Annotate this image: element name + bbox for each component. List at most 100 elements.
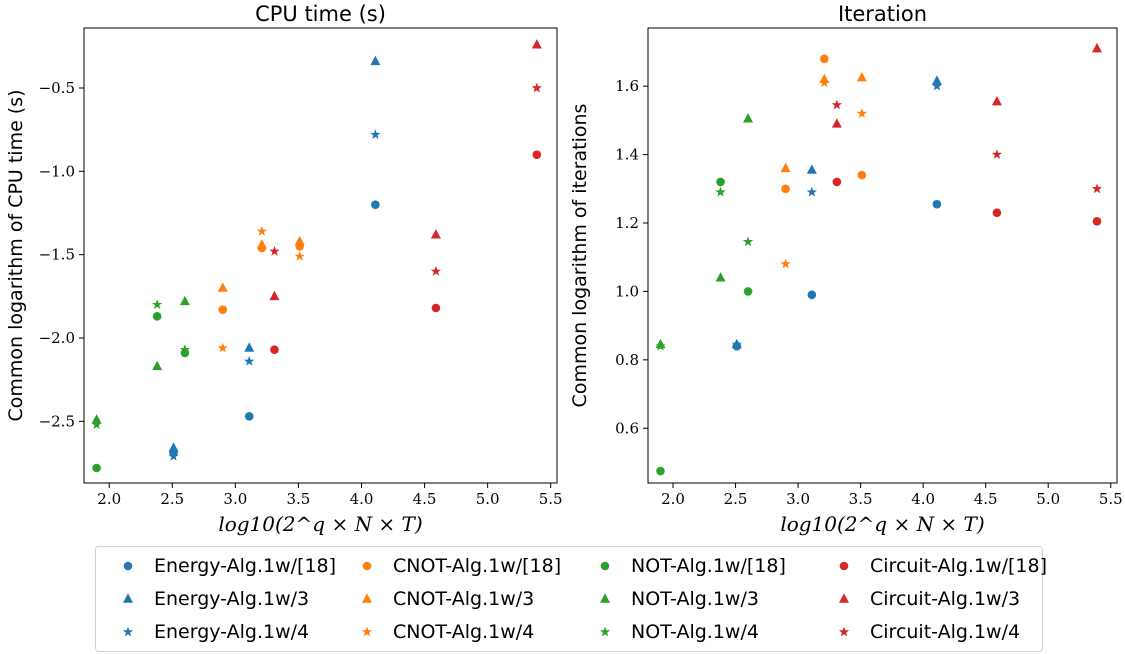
data-point-star xyxy=(168,450,179,461)
data-point-circle xyxy=(992,208,1002,218)
legend-marker-star xyxy=(599,626,611,637)
data-point-triangle xyxy=(806,164,817,174)
legend-marker-triangle xyxy=(362,593,372,603)
data-point-circle xyxy=(1092,216,1102,226)
legend-item: Energy-Alg.1w/3 xyxy=(108,584,309,614)
data-point-triangle xyxy=(256,239,267,249)
y-tick-label: −2.5 xyxy=(39,412,75,430)
data-point-circle xyxy=(716,177,725,187)
chart-title: Iteration xyxy=(838,2,927,26)
legend-label: NOT-Alg.1w/3 xyxy=(631,588,759,610)
y-tick-label: 0.8 xyxy=(615,351,639,369)
y-tick-label: 1.0 xyxy=(615,282,639,300)
legend-marker-star xyxy=(361,626,373,637)
data-point-star xyxy=(731,339,742,349)
data-point-circle xyxy=(820,54,829,64)
legend-marker-triangle xyxy=(123,593,133,603)
data-point-circle xyxy=(656,466,665,476)
data-point-circle xyxy=(152,312,162,321)
legend-item: Energy-Alg.1w/[18] xyxy=(108,551,336,581)
data-point-circle xyxy=(932,199,942,209)
data-point-star xyxy=(931,80,942,91)
y-tick-label: 1.6 xyxy=(615,77,639,95)
x-tick-label: 5.0 xyxy=(1036,490,1060,508)
legend-marker-circle xyxy=(839,561,849,571)
data-point-triangle xyxy=(931,75,942,85)
data-point-star xyxy=(856,108,867,118)
legend-marker-star xyxy=(122,626,134,637)
data-point-triangle xyxy=(430,229,441,239)
data-point-triangle xyxy=(168,442,179,452)
data-point-triangle xyxy=(370,55,381,66)
y-tick-label: −0.5 xyxy=(39,79,75,97)
y-tick-label: −2.0 xyxy=(39,329,75,347)
x-tick-label: 4.0 xyxy=(350,490,374,508)
data-point-triangle xyxy=(856,72,867,82)
data-point-star xyxy=(294,250,305,261)
data-point-triangle xyxy=(217,282,228,292)
x-tick-label: 5.5 xyxy=(539,490,563,508)
x-tick-label: 4.5 xyxy=(413,490,437,508)
data-point-triangle xyxy=(294,235,305,246)
data-point-star xyxy=(269,245,280,256)
data-point-triangle xyxy=(831,118,842,128)
data-point-triangle xyxy=(244,342,255,352)
data-point-star xyxy=(806,186,817,197)
legend-item: Circuit-Alg.1w/3 xyxy=(824,584,1020,614)
data-point-star xyxy=(655,340,666,351)
data-point-circle xyxy=(218,305,228,314)
legend: Energy-Alg.1w/[18] CNOT-Alg.1w/[18] NOT-Al… xyxy=(95,546,1047,652)
legend-marker-circle xyxy=(600,561,610,571)
x-tick-label: 3.0 xyxy=(786,490,810,508)
x-tick-label: 4.0 xyxy=(911,490,935,508)
data-point-triangle xyxy=(715,272,726,282)
legend-item: NOT-Alg.1w/3 xyxy=(585,584,759,614)
legend-marker-circle xyxy=(123,561,133,571)
data-point-star xyxy=(244,355,255,366)
legend-marker-star xyxy=(838,626,850,637)
data-point-circle xyxy=(781,184,790,194)
legend-label: NOT-Alg.1w/[18] xyxy=(631,555,786,577)
data-point-triangle xyxy=(991,95,1002,106)
legend-marker-triangle xyxy=(600,593,610,603)
legend-label: Energy-Alg.1w/3 xyxy=(154,588,310,610)
legend-item: NOT-Alg.1w/4 xyxy=(585,617,759,647)
legend-marker-triangle xyxy=(839,593,849,603)
legend-item: CNOT-Alg.1w/3 xyxy=(347,584,534,614)
legend-marker-star xyxy=(361,626,373,637)
data-point-star xyxy=(991,149,1003,159)
x-axis-label: log10(2^q × N × T) xyxy=(218,512,422,536)
data-point-star xyxy=(217,342,228,353)
y-axis-label: Common logarithm of CPU time (s) xyxy=(5,89,27,421)
legend-marker-star xyxy=(838,626,850,637)
x-tick-label: 3.5 xyxy=(286,490,310,508)
data-point-circle xyxy=(532,150,542,159)
legend-item: Energy-Alg.1w/4 xyxy=(108,617,309,647)
data-point-triangle xyxy=(179,295,190,306)
data-point-star xyxy=(430,265,441,276)
legend-item: Circuit-Alg.1w/4 xyxy=(824,617,1020,647)
legend-item: Circuit-Alg.1w/[18] xyxy=(824,551,1047,581)
data-point-circle xyxy=(807,290,817,300)
data-point-circle xyxy=(244,412,254,421)
data-point-star xyxy=(742,236,754,247)
data-point-star xyxy=(91,419,102,429)
legend-marker-star xyxy=(599,626,611,637)
data-point-circle xyxy=(371,200,380,209)
data-point-star xyxy=(1091,183,1103,194)
y-tick-label: 1.2 xyxy=(615,214,639,232)
data-point-star xyxy=(715,186,726,197)
y-tick-label: −1.5 xyxy=(39,246,75,264)
legend-label: Circuit-Alg.1w/3 xyxy=(870,588,1021,610)
legend-marker-circle xyxy=(362,561,372,571)
data-point-star xyxy=(256,225,267,236)
data-point-triangle xyxy=(152,360,163,371)
data-point-star xyxy=(819,77,830,88)
axes-frame xyxy=(83,27,558,484)
x-tick-label: 5.5 xyxy=(1099,490,1123,508)
y-tick-label: −1.0 xyxy=(39,162,75,180)
data-point-triangle xyxy=(269,290,280,301)
data-point-circle xyxy=(857,170,867,180)
x-tick-label: 3.0 xyxy=(223,490,247,508)
legend-label: Energy-Alg.1w/4 xyxy=(154,621,310,643)
